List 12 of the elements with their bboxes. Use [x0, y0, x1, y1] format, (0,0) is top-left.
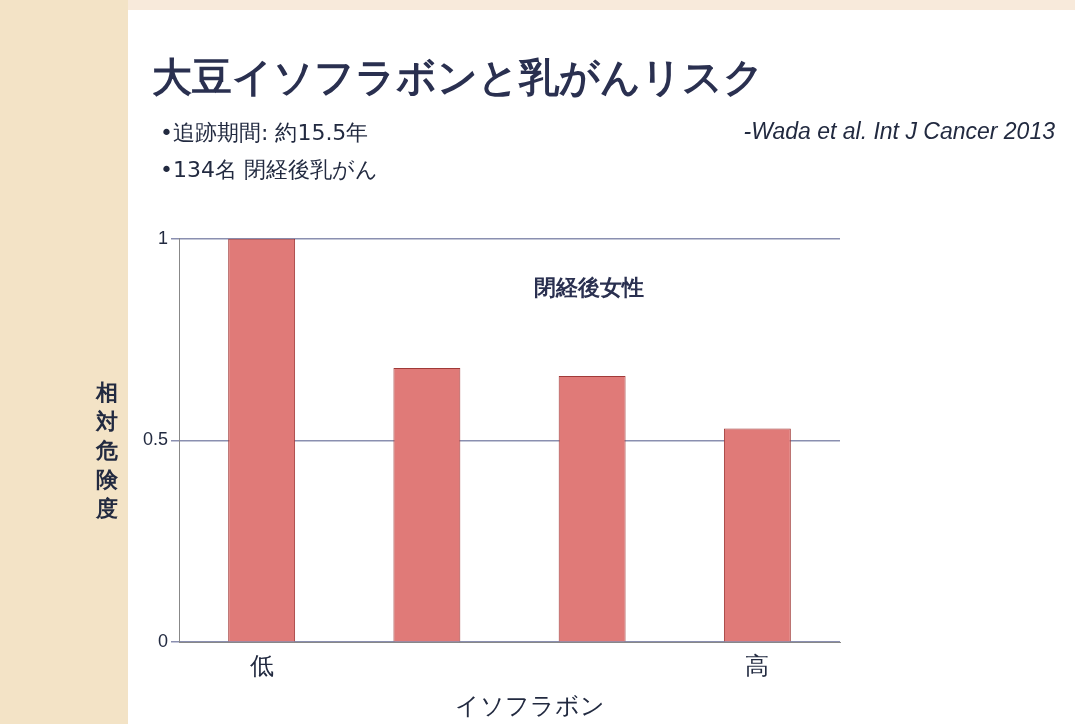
text: -Wada et al. Int J Cancer 2013 — [743, 118, 1055, 145]
y-tick-label: 0 — [158, 631, 169, 652]
y-tick-label: 1 — [158, 227, 169, 248]
x-axis-title: イソフラボン — [454, 691, 606, 722]
y-tick-label: 0.5 — [142, 429, 169, 450]
text: •134名 閉経後乳がん — [160, 156, 378, 184]
x-tick-label: 低 — [249, 651, 274, 680]
text: •追跡期間: 約15.5年 — [160, 119, 369, 147]
chart-title: 大豆イソフラボンと乳がんリスク — [152, 53, 764, 102]
y-axis-title: 相対危険度 — [94, 379, 119, 523]
annotation: 閉経後女性 — [533, 274, 644, 300]
x-tick-label: 高 — [745, 651, 770, 680]
